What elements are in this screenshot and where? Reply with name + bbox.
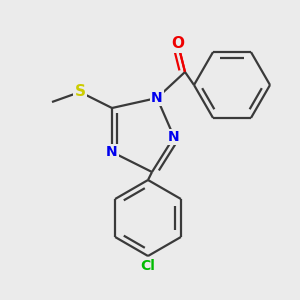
- Text: N: N: [151, 91, 163, 105]
- Text: N: N: [168, 130, 180, 144]
- Text: N: N: [106, 145, 118, 159]
- Text: O: O: [172, 37, 184, 52]
- Text: Cl: Cl: [141, 259, 155, 273]
- Text: S: S: [74, 85, 86, 100]
